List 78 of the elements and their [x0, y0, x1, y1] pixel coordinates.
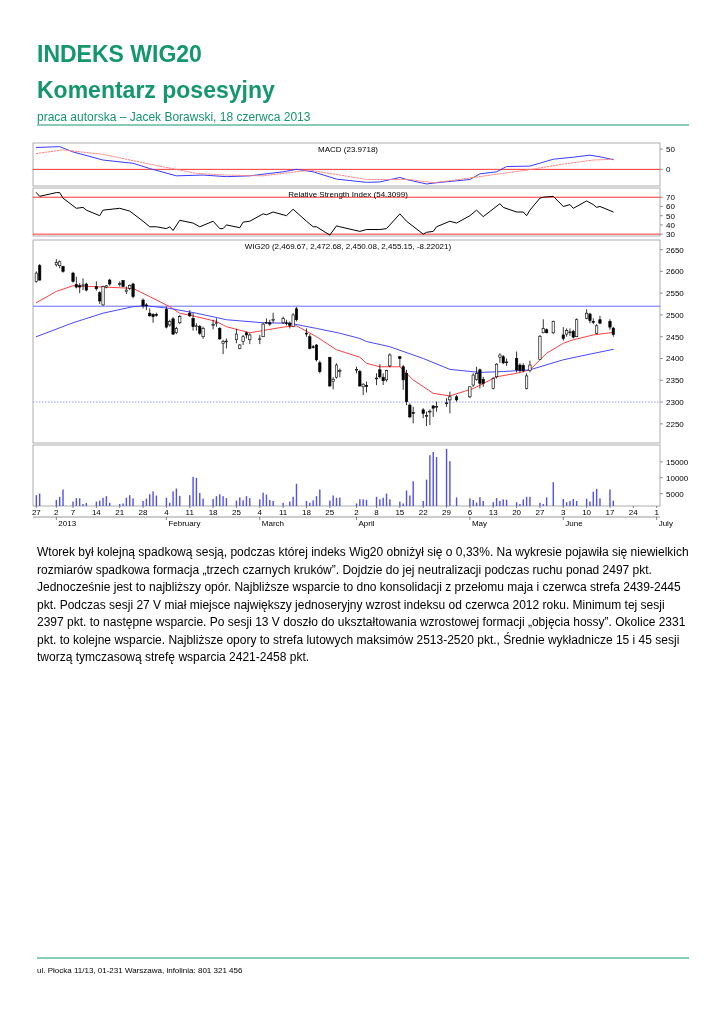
x-tick-label: 6 [467, 508, 473, 517]
y-tick-label: 0 [666, 165, 671, 175]
candlestick [194, 322, 198, 332]
candlestick [428, 409, 432, 426]
y-tick-label: 15000 [666, 457, 689, 467]
y-tick-label: 60 [666, 202, 676, 212]
candlestick [211, 319, 215, 330]
x-tick-label: 20 [512, 508, 522, 517]
text: INDEKS WIG20 [37, 41, 202, 67]
y-tick-label: 2550 [666, 289, 685, 299]
line-series [35, 192, 614, 236]
text: ul. Płocka 11/13, 01-231 Warszawa, infolinia: 801 321 456 [37, 966, 244, 975]
y-tick-label: 2400 [666, 354, 685, 364]
candlestick [425, 411, 429, 427]
text: June [565, 519, 584, 528]
text: April [358, 519, 375, 528]
text: Wtorek był kolejną spadkową sesją, podczas której indeks Wig20 obniżył się o 0,33%. Na wykresie pojawiła się niewielkich rozmiarów spadkowa formacja „trzech czarnych kruków”. Dojdzie do jej neutralizacji podczas ruchu ponad 2497 pkt. Jednocześnie jest to najbliższy opór. Najbliższe wsparcie to dno konsolidacji z przełomu maja i czerwca strefa 2439-2445 pkt. Podczas sesji 27 V miał miejsce największy jednoseryjny wzrost indeksu od czerwca 2012 roku. Minimum tej sesji 2397 pkt. to następne wsparcie. Po sesji 13 V doszło do ukształtowania wzrostowej formacji „objęcia hossy”. Okolice 2331 pkt. to kolejne wsparcie. Najbliższe opory to strefa lutowych maksimów 2513-2520 pkt., Średnie wykładnicze 15 i 45 sesji tworzą tymczasową strefę wsparcia 2421-2458 pkt. [37, 545, 689, 664]
x-tick-label: 15 [395, 508, 405, 517]
text: 2013 [58, 519, 77, 528]
y-tick-label: 30 [666, 230, 676, 240]
candlestick [241, 334, 245, 346]
text: Komentarz posesyjny [37, 77, 275, 103]
y-tick-label: 10000 [666, 473, 689, 483]
y-tick-label: 5000 [666, 489, 685, 499]
x-tick-label: 27 [535, 508, 545, 517]
candlestick [214, 318, 218, 328]
x-tick-label: 13 [488, 508, 499, 517]
chart-title: WIG20 (2,469.67, 2,472.68, 2,450.08, 2,455.15, -8.22021) [244, 242, 452, 251]
candlestick [608, 318, 612, 331]
text: February [168, 519, 201, 528]
x-tick-label: 4 [164, 508, 170, 517]
y-tick-label: 70 [666, 193, 676, 203]
x-tick-label: 28 [138, 508, 149, 517]
y-tick-label: 2600 [666, 267, 685, 277]
x-tick-label: 1 [654, 508, 660, 517]
x-tick-label: 10 [582, 508, 592, 517]
x-tick-label: 24 [628, 508, 639, 517]
candlestick [538, 334, 542, 361]
x-tick-label: 11 [185, 508, 195, 517]
text: March [261, 519, 285, 528]
y-tick-label: 50 [666, 145, 676, 155]
x-tick-label: 7 [70, 508, 76, 517]
x-tick-label: 29 [442, 508, 452, 517]
x-tick-label: 17 [605, 508, 615, 517]
x-tick-label: 14 [91, 508, 102, 517]
y-tick-label: 50 [666, 211, 676, 221]
candlestick [191, 312, 195, 332]
x-tick-label: 18 [208, 508, 219, 517]
x-tick-label: 27 [31, 508, 42, 517]
candlestick [448, 391, 452, 414]
y-tick-label: 2350 [666, 376, 685, 386]
y-tick-label: 2500 [666, 310, 685, 320]
candlestick [435, 401, 439, 413]
y-tick-label: 2650 [666, 245, 685, 255]
y-tick-label: 2300 [666, 398, 685, 408]
x-tick-label: 21 [115, 508, 125, 517]
text: praca autorska – Jacek Borawski, 18 czerwca 2013 [37, 110, 311, 124]
x-tick-label: 11 [278, 508, 288, 517]
candlestick [411, 406, 415, 424]
x-tick-label: 25 [325, 508, 335, 517]
candlestick [94, 280, 98, 291]
chart-title: MACD (23.9718) [317, 145, 379, 154]
x-tick-label: 18 [302, 508, 312, 517]
text: May [471, 519, 488, 528]
chart-title: Relative Strength Index (54.3099) [288, 190, 409, 199]
text: July [658, 519, 673, 528]
y-tick-label: 2450 [666, 332, 685, 342]
x-tick-label: 8 [374, 508, 380, 517]
x-tick-label: 2 [354, 508, 360, 517]
y-tick-label: 2250 [666, 419, 685, 429]
x-tick-label: 4 [257, 508, 263, 517]
x-tick-label: 25 [231, 508, 242, 517]
candlestick [505, 358, 509, 367]
candlestick [271, 312, 275, 324]
y-tick-label: 40 [666, 220, 676, 230]
x-tick-label: 22 [418, 508, 429, 517]
x-tick-label: 2 [54, 508, 60, 517]
x-tick-label: 3 [561, 508, 567, 517]
